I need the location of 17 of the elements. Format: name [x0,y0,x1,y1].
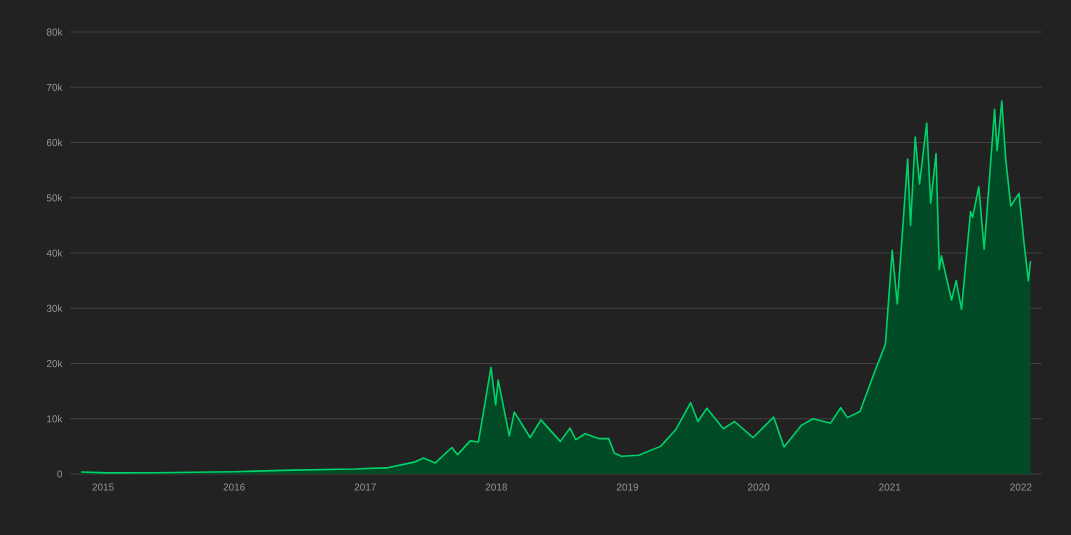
y-tick-label: 20k [46,359,63,368]
x-tick-label: 2021 [879,483,901,491]
x-tick-label: 2022 [1010,483,1032,491]
y-tick-label: 40k [46,249,63,257]
x-tick-label: 2017 [354,483,376,491]
y-tick-label: 70k [46,83,63,91]
y-tick-label: 80k [46,28,63,36]
x-tick-label: 2019 [616,483,639,491]
y-tick-label: 10k [47,415,63,423]
x-tick-label: 2018 [485,483,508,491]
x-tick-label: 2016 [223,483,245,491]
x-tick-label: 2020 [748,483,770,491]
y-tick-label: 60k [46,138,63,147]
y-tick-label: 0 [57,470,63,478]
y-tick-label: 50k [46,194,63,202]
y-tick-label: 30k [46,304,63,312]
x-tick-label: 2015 [92,483,114,491]
